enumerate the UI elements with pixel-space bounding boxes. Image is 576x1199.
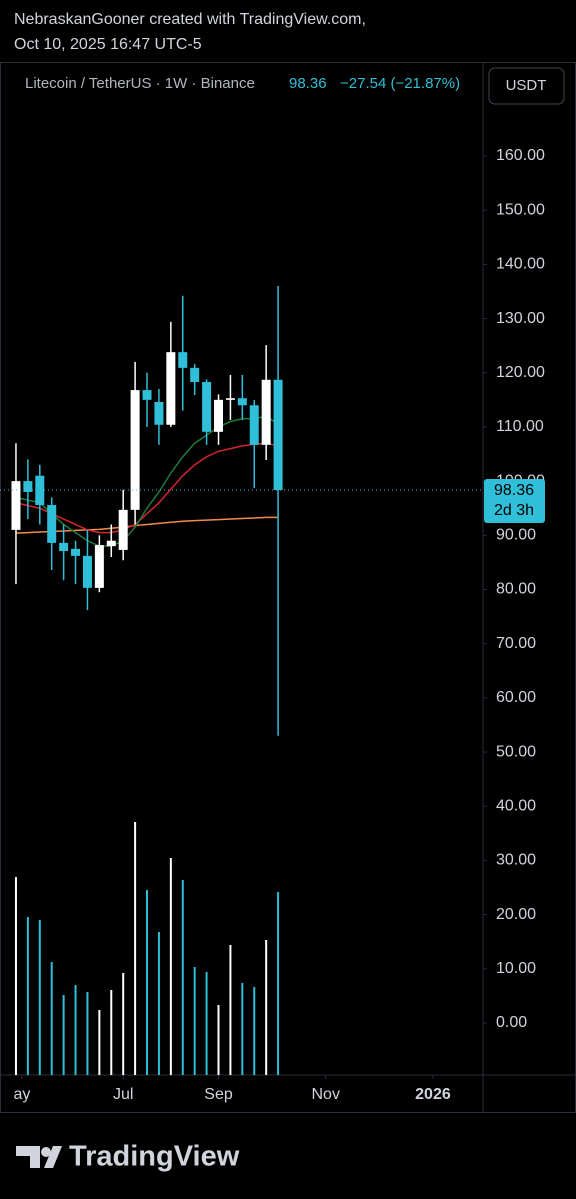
currency[interactable]: USDT [506,77,547,94]
candle-body [273,379,283,491]
currency-button[interactable] [488,67,565,105]
brand: TradingView [69,1141,240,1173]
x-tick-label: Nov [312,1086,340,1103]
moving-average [15,415,279,547]
x-tick-label: Sep [204,1086,233,1103]
candle-body [261,379,271,445]
candle-body [71,548,81,556]
candle-body [59,542,69,552]
y-tick-label: 40.00 [496,797,536,814]
logo-icon [16,1146,62,1168]
candle-body [225,398,235,400]
y-tick-label: 30.00 [496,852,536,869]
moving-average [15,442,279,534]
candle-body [82,555,92,588]
date-line: Oct 10, 2025 16:47 UTC-5 [14,36,202,53]
plot [0,286,483,1075]
y-tick-label: 70.00 [496,635,536,652]
y-tick-label: 90.00 [496,527,536,544]
candle-body [190,367,200,382]
y-tick-label: 130.00 [496,310,545,327]
candle-body [214,399,224,432]
y-tick-label: 0.00 [496,1014,527,1031]
candle-body [130,390,140,510]
x-tick-label: 2026 [415,1086,451,1103]
candle-body [178,352,188,368]
candle-body [35,475,45,505]
x-tick-label: Jul [113,1086,133,1103]
last-price-label: 98.36 [494,482,534,499]
y-tick-label: 60.00 [496,689,536,706]
symbol: Litecoin / TetherUS · 1W · Binance [25,75,255,92]
legend-change: −27.54 (−21.87%) [340,75,460,92]
y-tick-label: 110.00 [496,418,544,435]
y-tick-label: 140.00 [496,256,545,273]
x-tick-label: ay [13,1086,30,1103]
candle-body [249,405,259,445]
candle-body [11,481,21,530]
candle-body [23,481,33,492]
candle-body [202,381,212,432]
y-tick-label: 10.00 [496,960,536,977]
last-price-box [484,479,545,524]
candle-body [237,398,247,406]
y-tick-label: 150.00 [496,201,545,218]
legend-price: 98.36 [289,75,327,92]
candle-body [154,402,164,425]
candle-body [106,540,116,547]
axes: 0.00 10.00 20.00 30.00 40.00 50.00 60.00 70.00 8… [13,147,545,1103]
candle-body [94,545,104,588]
candle-body [166,352,176,425]
y-tick-label: 120.00 [496,364,545,381]
countdown-label: 2d 3h [494,502,534,519]
y-tick-label: 80.00 [496,581,536,598]
y-tick-label: 160.00 [496,147,545,164]
author-line: NebraskanGooner created with TradingView… [14,11,366,28]
y-tick-label: 50.00 [496,743,536,760]
candle-body [47,504,57,543]
candle-body [118,509,128,550]
candle-body [142,390,152,400]
moving-average [15,516,279,534]
y-tick-label: 20.00 [496,906,536,923]
